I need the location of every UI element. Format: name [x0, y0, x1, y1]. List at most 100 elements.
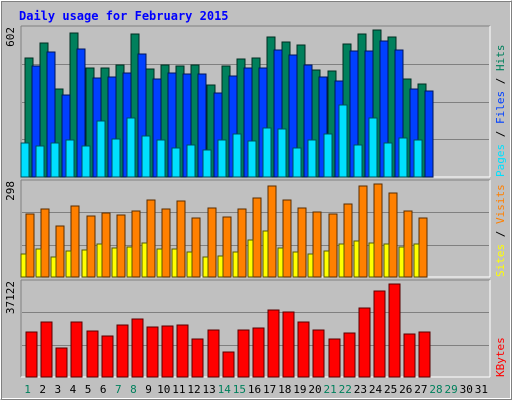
- legend-files: Files: [494, 91, 507, 124]
- day-label: 27: [414, 383, 427, 396]
- day-label: 10: [157, 383, 170, 396]
- bar-sites: [141, 242, 148, 278]
- bar-sites: [383, 243, 390, 278]
- bar-pages: [413, 139, 423, 178]
- bar-pages: [368, 117, 378, 178]
- bar-pages: [141, 135, 151, 178]
- day-label: 6: [100, 383, 107, 396]
- bar-pages: [81, 145, 91, 178]
- bar-visits: [176, 200, 186, 278]
- bar-kbytes: [161, 325, 174, 378]
- bar-pages: [171, 147, 181, 178]
- bar-pages: [20, 142, 30, 178]
- panel-2: 298 Sites / Visits: [4, 179, 507, 278]
- bar-sites: [156, 248, 163, 278]
- legend-separator: /: [494, 224, 507, 244]
- bar-pages: [96, 120, 106, 178]
- day-label: 9: [145, 383, 152, 396]
- day-label: 3: [55, 383, 62, 396]
- bar-pages: [323, 133, 333, 178]
- day-label: 23: [354, 383, 367, 396]
- day-label: 12: [187, 383, 200, 396]
- bar-sites: [186, 251, 193, 278]
- bar-pages: [262, 127, 272, 178]
- legend-sites: Sites: [494, 244, 507, 277]
- bar-kbytes: [207, 329, 220, 378]
- bar-kbytes: [55, 347, 68, 378]
- bar-visits: [282, 199, 292, 278]
- day-label: 11: [172, 383, 185, 396]
- bar-visits: [312, 211, 322, 278]
- bar-kbytes: [176, 324, 189, 378]
- bar-visits: [297, 207, 307, 278]
- panel-legend: Pages / Files / Hits: [494, 45, 507, 178]
- day-label: 8: [130, 383, 137, 396]
- bar-visits: [237, 208, 247, 278]
- bar-sites: [368, 242, 375, 278]
- bar-visits: [207, 207, 217, 278]
- bar-files: [197, 73, 207, 178]
- bar-sites: [202, 256, 209, 278]
- bar-kbytes: [403, 333, 416, 378]
- bar-visits: [161, 208, 171, 278]
- panel-legend-text: Sites / Visits: [494, 184, 507, 277]
- bar-kbytes: [101, 335, 114, 378]
- bar-sites: [323, 250, 330, 278]
- day-label: 17: [263, 383, 276, 396]
- bar-pages: [383, 142, 393, 178]
- bar-visits: [267, 185, 277, 278]
- bar-pages: [186, 144, 196, 178]
- panel-legend-text: Pages / Files / Hits: [494, 45, 507, 178]
- bar-kbytes: [146, 326, 159, 378]
- day-axis: 1 2 3 4 5 6 7 8 9 10 11 12 13 14 15 16 17 18 19 20 21 22 23 24 2…: [24, 383, 488, 396]
- bar-pages: [126, 117, 136, 178]
- bar-sites: [35, 248, 42, 278]
- bar-visits: [388, 192, 398, 278]
- bar-sites: [171, 248, 178, 278]
- bar-sites: [338, 243, 345, 278]
- bar-sites: [111, 247, 118, 278]
- bar-pages: [35, 145, 45, 178]
- day-label: 18: [278, 383, 291, 396]
- bar-kbytes: [282, 311, 295, 378]
- day-label: 20: [308, 383, 321, 396]
- day-label: 31: [475, 383, 488, 396]
- day-label: 2: [39, 383, 46, 396]
- series-visits: [25, 183, 428, 278]
- day-label: 24: [369, 383, 383, 396]
- legend-kbytes: KBytes: [494, 337, 507, 377]
- bar-visits: [70, 205, 80, 278]
- panel-1: 602 Pages / Files / Hits: [4, 25, 507, 178]
- bar-kbytes: [267, 309, 280, 378]
- legend-separator: /: [494, 71, 507, 91]
- bar-pages: [217, 139, 227, 178]
- bar-sites: [353, 240, 360, 278]
- bar-kbytes: [418, 331, 431, 378]
- bar-pages: [307, 139, 317, 178]
- day-label: 21: [324, 383, 337, 396]
- bar-pages: [353, 144, 363, 178]
- bar-kbytes: [388, 283, 401, 378]
- bar-files: [318, 76, 328, 178]
- bar-visits: [55, 225, 65, 278]
- bar-kbytes: [297, 321, 310, 378]
- bar-visits: [191, 217, 201, 278]
- bar-kbytes: [343, 332, 356, 378]
- legend-separator: /: [494, 124, 507, 144]
- day-label: 25: [384, 383, 397, 396]
- bar-pages: [277, 128, 287, 178]
- day-label: 7: [115, 383, 122, 396]
- day-label: 28: [429, 383, 442, 396]
- bar-pages: [398, 137, 408, 178]
- panel-3: 37122 KBytes: [4, 279, 507, 378]
- bar-pages: [65, 139, 75, 178]
- panel-legend: Sites / Visits: [494, 184, 507, 277]
- series-files: [31, 40, 434, 178]
- bar-visits: [418, 217, 428, 278]
- day-label: 19: [293, 383, 306, 396]
- day-label: 29: [445, 383, 458, 396]
- chart-title: Daily usage for February 2015: [19, 9, 229, 23]
- legend-hits: Hits: [494, 45, 507, 72]
- bar-sites: [307, 253, 314, 278]
